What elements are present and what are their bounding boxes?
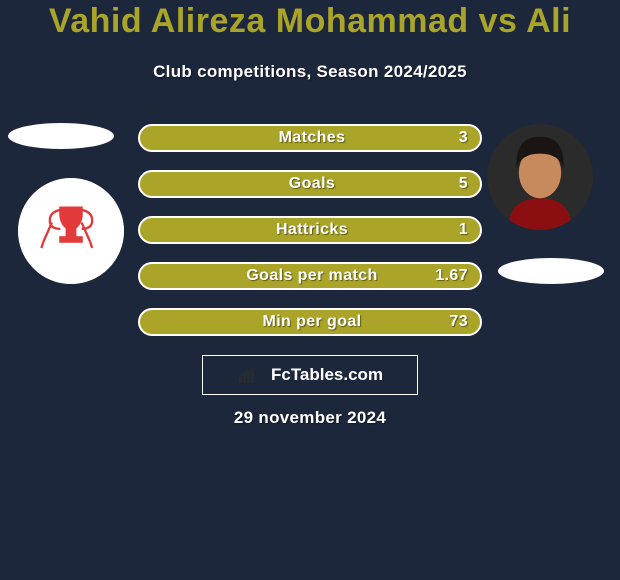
stat-bar: Goals per match1.67 bbox=[138, 262, 482, 290]
stat-bar: Min per goal73 bbox=[138, 308, 482, 336]
stat-bar-right-value: 1 bbox=[459, 218, 468, 242]
trophy-emblem-icon bbox=[18, 178, 124, 284]
stat-bar: Matches3 bbox=[138, 124, 482, 152]
stat-bar-label: Matches bbox=[140, 126, 484, 150]
stat-bar: Hattricks1 bbox=[138, 216, 482, 244]
stat-bar-right-value: 1.67 bbox=[435, 264, 468, 288]
stat-bar-label: Goals bbox=[140, 172, 484, 196]
fctables-logo-icon bbox=[237, 365, 265, 385]
right-player-oval bbox=[498, 258, 604, 284]
player-photo-icon bbox=[487, 124, 593, 230]
left-player-oval bbox=[8, 123, 114, 149]
subtitle: Club competitions, Season 2024/2025 bbox=[0, 62, 620, 82]
stat-bar: Goals5 bbox=[138, 170, 482, 198]
brand-box: FcTables.com bbox=[202, 355, 418, 395]
stat-bar-label: Hattricks bbox=[140, 218, 484, 242]
stat-bar-right-value: 73 bbox=[449, 310, 468, 334]
stat-bar-right-value: 3 bbox=[459, 126, 468, 150]
stat-bar-label: Goals per match bbox=[140, 264, 484, 288]
stat-bar-right-value: 5 bbox=[459, 172, 468, 196]
right-player-avatar bbox=[487, 124, 593, 230]
left-player-avatar bbox=[18, 178, 124, 284]
page-title: Vahid Alireza Mohammad vs Ali bbox=[0, 2, 620, 41]
stat-bars: Matches3Goals5Hattricks1Goals per match1… bbox=[138, 124, 482, 354]
stat-bar-label: Min per goal bbox=[140, 310, 484, 334]
date-stamp: 29 november 2024 bbox=[0, 408, 620, 428]
brand-text: FcTables.com bbox=[271, 365, 383, 385]
comparison-canvas: Vahid Alireza Mohammad vs Ali Club compe… bbox=[0, 0, 620, 580]
